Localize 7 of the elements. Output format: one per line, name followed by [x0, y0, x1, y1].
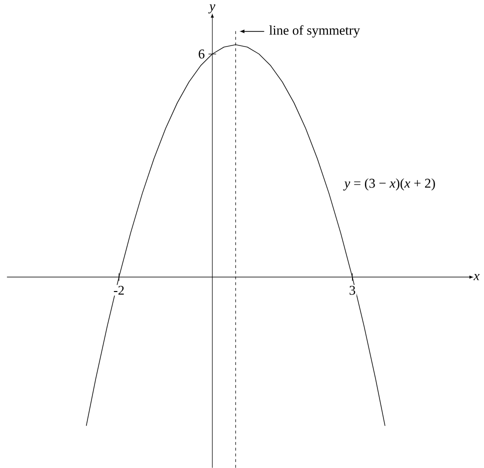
x-tick-label: 3 [350, 286, 356, 295]
x-tick-label: -2 [114, 286, 124, 295]
ref-line-label: line of symmetry [269, 25, 360, 38]
x-axis-title: x [473, 274, 480, 280]
annotation: y = (3 − x)(x + 2) [343, 178, 435, 190]
y-axis-title: y [208, 4, 216, 14]
annotation: 6 [198, 50, 204, 58]
